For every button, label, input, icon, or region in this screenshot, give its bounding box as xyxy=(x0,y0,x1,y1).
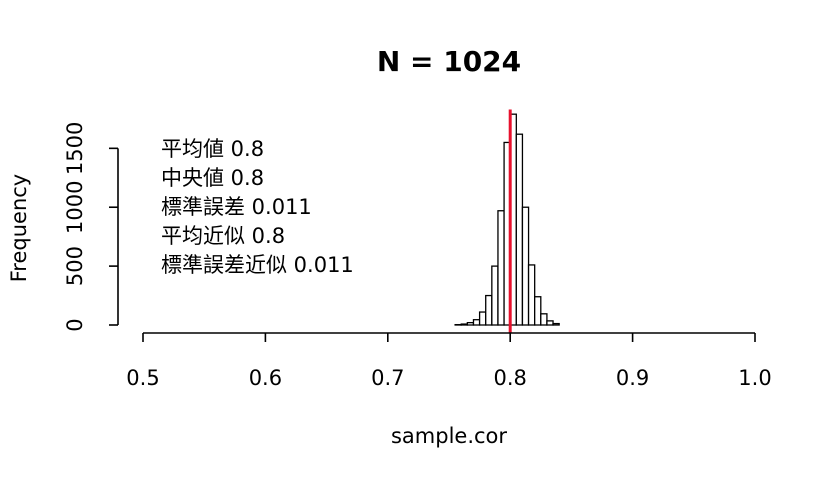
histogram-bars xyxy=(454,113,560,326)
summary-annotation: 平均近似 0.8 xyxy=(161,224,285,248)
y-axis-label: Frequency xyxy=(7,174,31,283)
x-tick-label: 1.0 xyxy=(738,366,771,390)
x-axis-label: sample.cor xyxy=(391,424,507,448)
histogram-bar xyxy=(515,133,524,326)
histogram-bar xyxy=(466,321,475,326)
x-tick-label: 0.7 xyxy=(371,366,404,390)
histogram-bar xyxy=(534,296,542,326)
x-tick-label: 0.6 xyxy=(249,366,282,390)
x-tick-label: 0.9 xyxy=(616,366,649,390)
x-tick-label: 0.8 xyxy=(493,366,526,390)
histogram-bar xyxy=(527,264,536,326)
y-tick-label: 500 xyxy=(63,246,87,286)
histogram-bar xyxy=(485,294,493,326)
chart-title: N = 1024 xyxy=(377,45,521,78)
histogram-bar xyxy=(497,210,505,326)
y-tick-label: 1000 xyxy=(63,180,87,233)
y-tick-label: 1500 xyxy=(63,122,87,175)
x-tick-label: 0.5 xyxy=(126,366,159,390)
summary-annotation: 標準誤差近似 0.011 xyxy=(161,253,354,277)
y-tick-label: 0 xyxy=(63,318,87,331)
summary-annotation: 平均値 0.8 xyxy=(161,137,264,161)
histogram-bar xyxy=(491,265,499,326)
summary-annotation: 中央値 0.8 xyxy=(161,166,264,190)
histogram-bar xyxy=(540,313,548,326)
histogram-bar xyxy=(546,320,554,326)
y-axis: 0 500 1000 1500 xyxy=(63,122,119,332)
x-axis: 0.5 0.6 0.7 0.8 0.9 1.0 xyxy=(126,332,772,390)
histogram-bar xyxy=(460,323,469,326)
summary-annotations: 平均値 0.8 中央値 0.8 標準誤差 0.011 平均近似 0.8 標準誤差近似 0… xyxy=(161,137,354,277)
summary-annotation: 標準誤差 0.011 xyxy=(161,195,312,219)
histogram-bar xyxy=(472,319,481,326)
histogram-bar xyxy=(521,206,530,326)
histogram-bar xyxy=(552,322,560,326)
histogram-bar xyxy=(478,311,487,326)
